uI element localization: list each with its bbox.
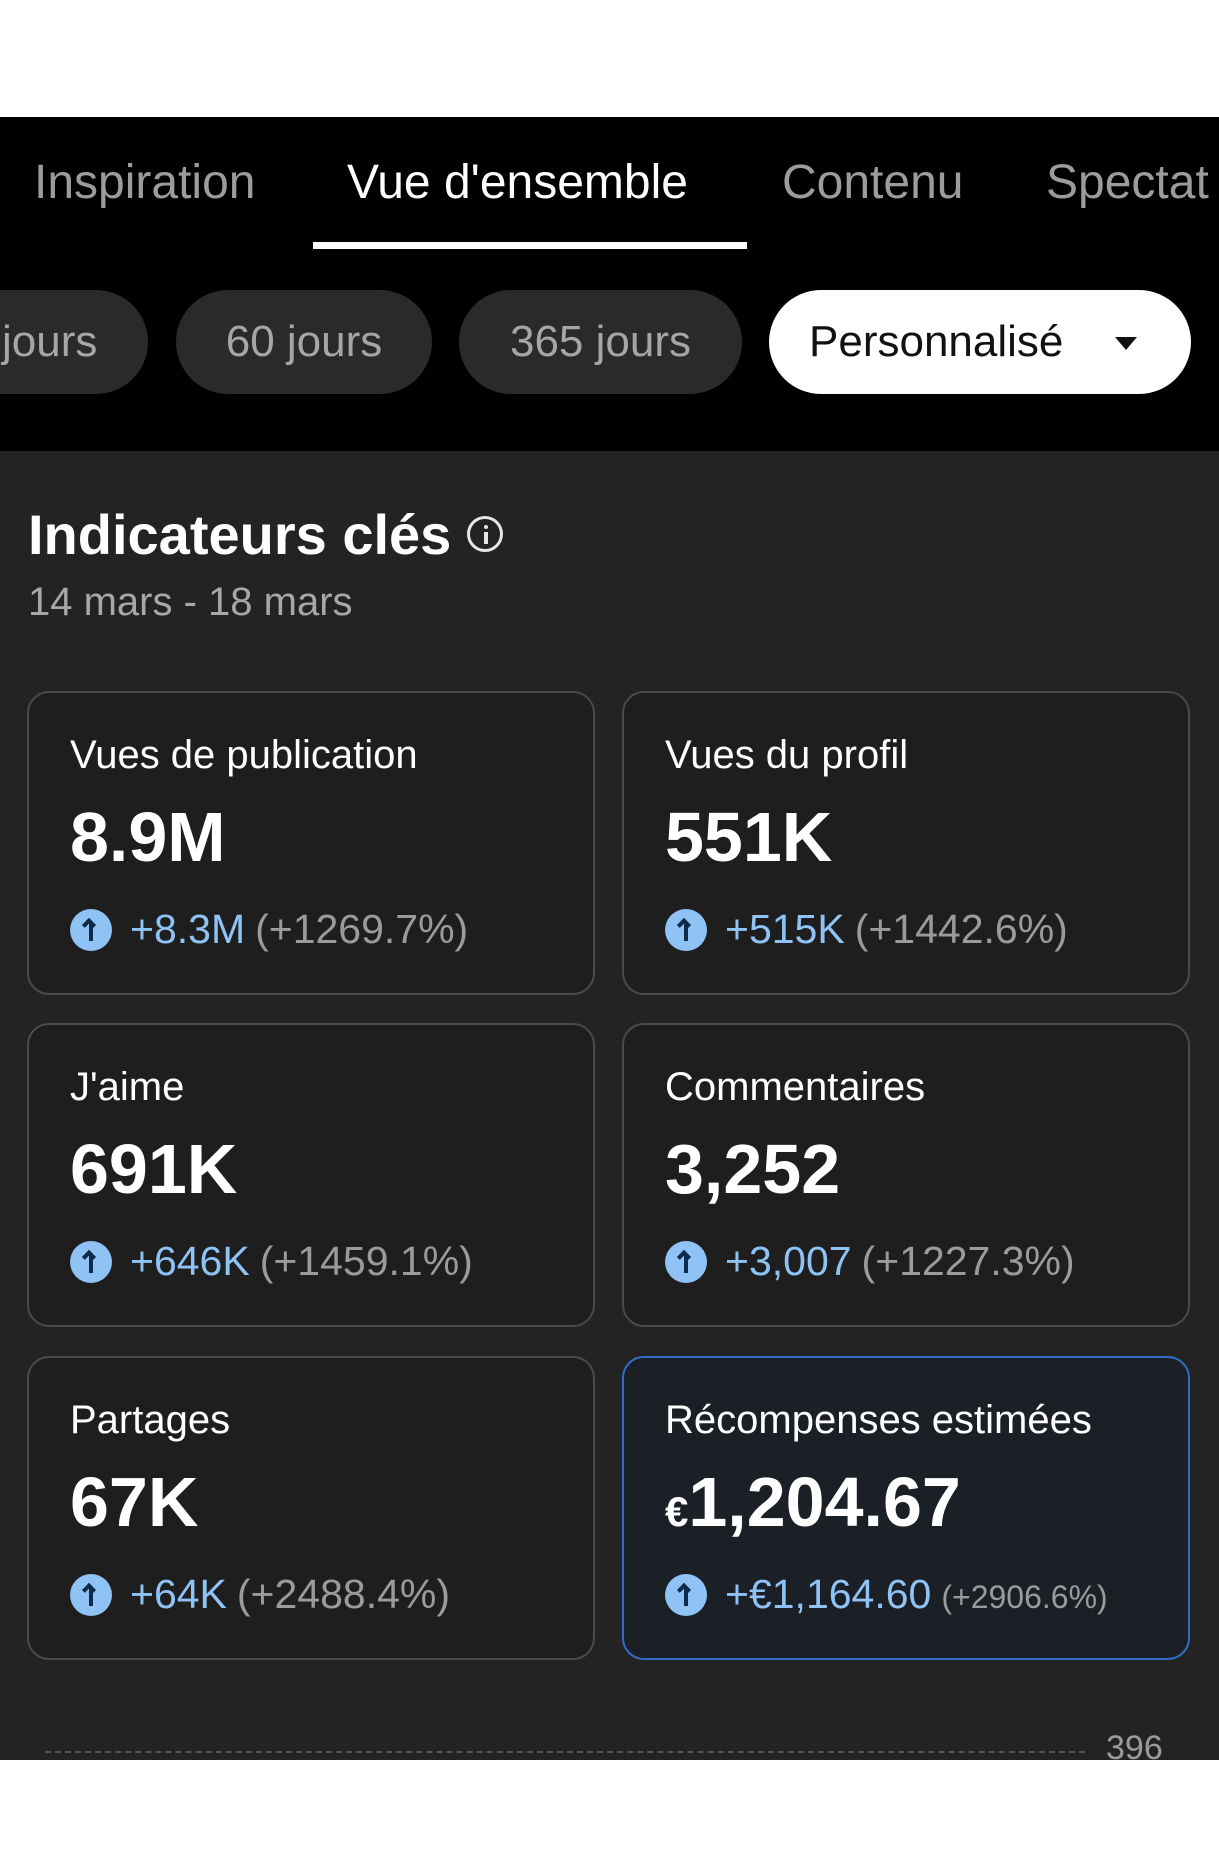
date-filter-bar: jours 60 jours 365 jours Personnalisé bbox=[0, 249, 1219, 451]
arrow-up-icon bbox=[665, 1241, 707, 1283]
metric-value: 67K bbox=[70, 1463, 199, 1541]
metric-delta-value: +8.3M bbox=[130, 906, 246, 952]
metric-card-likes[interactable]: J'aime 691K +646K (+1459.1%) bbox=[27, 1023, 595, 1327]
arrow-up-icon bbox=[70, 909, 112, 951]
arrow-up-icon bbox=[665, 1574, 707, 1616]
tab-viewers[interactable]: Spectat bbox=[1046, 156, 1209, 209]
tab-overview[interactable]: Vue d'ensemble bbox=[347, 156, 688, 209]
arrow-up-icon bbox=[665, 909, 707, 951]
filter-pill-custom-label: Personnalisé bbox=[809, 317, 1064, 366]
metric-delta-value: +64K bbox=[130, 1571, 227, 1617]
metric-delta-value: +515K bbox=[725, 906, 845, 952]
metric-delta-percent: (+1227.3%) bbox=[861, 1238, 1075, 1284]
filter-pill-60-days[interactable]: 60 jours bbox=[176, 290, 432, 394]
metric-value: 691K bbox=[70, 1130, 238, 1208]
caret-down-icon bbox=[1115, 337, 1137, 350]
analytics-screen: Inspiration Vue d'ensemble Contenu Spect… bbox=[0, 117, 1219, 1760]
metric-label: Vues de publication bbox=[70, 733, 418, 777]
filter-pill-days[interactable]: jours bbox=[0, 290, 148, 394]
info-icon[interactable] bbox=[467, 516, 503, 552]
metric-card-comments[interactable]: Commentaires 3,252 +3,007 (+1227.3%) bbox=[622, 1023, 1190, 1327]
chart-gridline bbox=[45, 1751, 1085, 1753]
metric-label: Vues du profil bbox=[665, 733, 909, 777]
metric-delta-value: +€1,164.60 bbox=[725, 1571, 932, 1617]
metric-card-post-views[interactable]: Vues de publication 8.9M +8.3M (+1269.7%) bbox=[27, 691, 595, 995]
metric-value: €1,204.67 bbox=[665, 1462, 961, 1542]
metric-card-profile-views[interactable]: Vues du profil 551K +515K (+1442.6%) bbox=[622, 691, 1190, 995]
arrow-up-icon bbox=[70, 1241, 112, 1283]
metric-delta-value: +646K bbox=[130, 1238, 250, 1284]
metric-value-amount: 1,204.67 bbox=[688, 1463, 961, 1541]
filter-pill-365-days[interactable]: 365 jours bbox=[459, 290, 742, 394]
active-tab-indicator bbox=[313, 242, 747, 249]
metric-label: J'aime bbox=[70, 1065, 185, 1109]
date-range: 14 mars - 18 mars bbox=[28, 580, 353, 624]
section-title: Indicateurs clés bbox=[28, 503, 452, 566]
metric-delta-percent: (+1442.6%) bbox=[854, 906, 1068, 952]
metric-label: Récompenses estimées bbox=[665, 1398, 1092, 1442]
currency-symbol: € bbox=[665, 1488, 689, 1535]
metric-delta-percent: (+1269.7%) bbox=[255, 906, 469, 952]
metric-delta-percent: (+2488.4%) bbox=[236, 1571, 451, 1617]
metric-value: 3,252 bbox=[665, 1130, 841, 1208]
metric-delta-percent: (+2906.6%) bbox=[941, 1579, 1108, 1615]
arrow-up-icon bbox=[70, 1574, 112, 1616]
chart-axis-label: 396 bbox=[1106, 1729, 1163, 1760]
filter-pill-custom[interactable]: Personnalisé bbox=[769, 290, 1191, 394]
metric-card-shares[interactable]: Partages 67K +64K (+2488.4%) bbox=[27, 1356, 595, 1660]
tab-inspiration[interactable]: Inspiration bbox=[34, 156, 256, 209]
metric-delta-percent: (+1459.1%) bbox=[259, 1238, 473, 1284]
tab-content[interactable]: Contenu bbox=[782, 156, 964, 209]
metric-value: 551K bbox=[665, 798, 833, 876]
metric-value: 8.9M bbox=[70, 798, 226, 876]
tab-bar: Inspiration Vue d'ensemble Contenu Spect… bbox=[0, 117, 1219, 250]
metric-card-estimated-rewards[interactable]: Récompenses estimées €1,204.67 +€1,164.6… bbox=[622, 1356, 1190, 1660]
metric-delta-value: +3,007 bbox=[725, 1238, 852, 1284]
metric-label: Partages bbox=[70, 1398, 231, 1442]
metric-label: Commentaires bbox=[665, 1065, 926, 1109]
